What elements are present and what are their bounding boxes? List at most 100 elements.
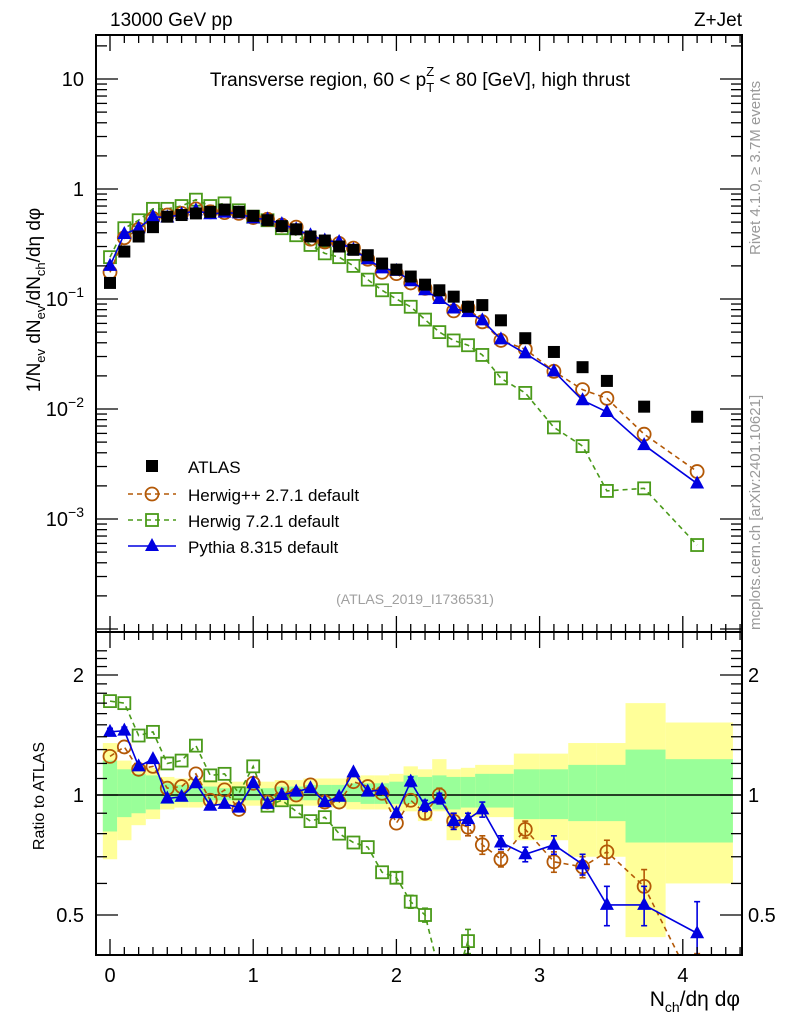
data-point-atlas <box>638 400 651 413</box>
data-point-atlas <box>189 207 202 220</box>
data-point-atlas <box>476 299 489 312</box>
data-point-atlas <box>419 278 432 291</box>
legend-label-pythia-8-315-default: Pythia 8.315 default <box>188 538 339 557</box>
band-inner <box>145 775 161 810</box>
ratio-point-herwig-7-2-1-default <box>303 814 318 829</box>
ratio-point-pythia-8-315-default <box>160 790 175 804</box>
data-point-herwig-7-2-1-default <box>317 246 332 261</box>
ratio-point-herwig-7-2-1-default <box>203 768 218 783</box>
ratio-point-herwig-7-2-1-default <box>389 870 404 885</box>
ratio-point-pythia-8-315-default <box>461 811 475 825</box>
title-sub: T <box>426 80 434 95</box>
data-point-herwig-7-2-1-default <box>432 325 447 340</box>
data-point-herwig-7-2-1-default <box>346 258 361 273</box>
data-point-atlas <box>175 209 188 222</box>
series-line-herwig-2-7-1-default <box>109 208 698 473</box>
title-post: < 80 [GeV], high thrust <box>434 70 631 91</box>
band-inner <box>231 788 247 801</box>
data-point-herwig-7-2-1-default <box>418 312 432 327</box>
plot-title: Transverse region, 60 < pTZ < 80 [GeV], … <box>210 64 631 95</box>
y-tick-label: 10 <box>62 69 84 91</box>
data-point-herwig-7-2-1-default <box>461 338 475 353</box>
data-point-atlas <box>404 270 417 283</box>
data-point-atlas <box>447 290 460 303</box>
data-point-atlas <box>232 205 245 218</box>
data-point-herwig-7-2-1-default <box>575 439 590 453</box>
data-point-pythia-8-315-default <box>145 208 160 222</box>
band-inner <box>513 769 540 820</box>
data-point-atlas <box>576 361 589 374</box>
data-point-herwig-7-2-1-default <box>547 420 561 435</box>
ratio-point-pythia-8-315-default <box>446 813 461 827</box>
ylabel-sub-ch: ch <box>33 262 48 276</box>
data-point-pythia-8-315-default <box>103 257 117 271</box>
rivet-label: Rivet 4.1.0, ≥ 3.7M events <box>747 81 764 255</box>
data-point-atlas <box>547 345 560 358</box>
data-point-atlas <box>104 276 116 289</box>
ratio-point-pythia-8-315-default <box>546 836 561 850</box>
band-inner <box>389 781 404 804</box>
x-axis-label: Nch/dη dφ <box>650 988 740 1015</box>
data-point-atlas <box>600 374 613 387</box>
title-sup: Z <box>426 64 434 79</box>
band-inner <box>102 760 118 832</box>
ratio-plot-frame <box>95 631 743 956</box>
ratio-y-tick-label-right: 0.5 <box>748 905 776 927</box>
ratio-point-herwig-7-2-1-default <box>433 966 445 978</box>
ratio-point-pythia-8-315-default <box>260 795 275 809</box>
ratio-point-herwig-7-2-1-default <box>160 756 175 771</box>
data-point-herwig-7-2-1-default <box>403 299 418 314</box>
x-tick-label: 0 <box>104 965 115 987</box>
data-point-herwig-7-2-1-default <box>332 250 347 265</box>
ylabel-part: /dη dφ <box>24 208 45 263</box>
ratio-point-pythia-8-315-default <box>103 723 117 737</box>
data-point-pythia-8-315-default <box>432 291 447 304</box>
main-series-group <box>102 192 705 552</box>
data-point-pythia-8-315-default <box>518 345 533 359</box>
data-point-pythia-8-315-default <box>690 475 705 489</box>
legend-marker-herwig-7-2-1-default <box>145 513 159 527</box>
ratio-point-pythia-8-315-default <box>518 846 533 860</box>
band-inner <box>475 773 490 808</box>
ylabel-sub-ev: ev <box>33 305 48 319</box>
data-point-herwig-7-2-1-default <box>518 386 533 400</box>
ratio-point-herwig-7-2-1-default <box>317 810 332 825</box>
data-point-pythia-8-315-default <box>575 392 590 406</box>
data-point-pythia-8-315-default <box>637 437 652 451</box>
ratio-y-tick-label: 0.5 <box>56 905 84 927</box>
ratio-point-pythia-8-315-default <box>432 790 447 804</box>
ratio-point-herwig-2-7-1-default <box>388 815 404 831</box>
ratio-point-herwig-7-2-1-default <box>360 840 375 855</box>
legend-marker-herwig-2-7-1-default <box>144 486 160 502</box>
ratio-point-pythia-8-315-default <box>203 797 218 811</box>
data-point-atlas <box>691 410 704 423</box>
ratio-point-herwig-2-7-1-default <box>517 821 533 837</box>
legend-label-herwig-7-2-1-default: Herwig 7.2.1 default <box>188 512 339 531</box>
ratio-y-label: Ratio to ATLAS <box>31 742 48 850</box>
ratio-line-herwig-2-7-1-default <box>109 745 680 955</box>
ratio-y-tick-label-right: 1 <box>748 785 759 807</box>
ratio-point-herwig-7-2-1-default <box>174 753 189 768</box>
ratio-point-pythia-8-315-default <box>403 773 418 787</box>
data-point-atlas <box>132 230 145 243</box>
y-tick-label: 10−3 <box>46 504 84 531</box>
data-point-herwig-7-2-1-default <box>375 283 389 298</box>
ratio-point-herwig-2-7-1-default <box>102 748 118 764</box>
ratio-y-tick-label: 2 <box>73 665 84 687</box>
data-point-atlas <box>318 234 331 247</box>
data-point-atlas <box>247 209 260 222</box>
xlabel-sub: ch <box>665 999 680 1015</box>
ratio-point-herwig-7-2-1-default <box>189 738 203 753</box>
ratio-point-pythia-8-315-default <box>599 896 614 910</box>
ratio-point-pythia-8-315-default <box>637 896 652 910</box>
band-inner <box>446 776 461 810</box>
ratio-point-pythia-8-315-default <box>131 758 146 772</box>
series-line-herwig-7-2-1-default <box>109 198 698 546</box>
data-point-herwig-7-2-1-default <box>446 333 461 348</box>
ratio-point-herwig-7-2-1-default <box>289 804 304 819</box>
ratio-point-herwig-7-2-1-default <box>103 694 117 709</box>
ylabel-part: /dN <box>24 276 45 306</box>
ratio-y-tick-label: 1 <box>73 785 84 807</box>
ratio-point-herwig-2-7-1-default <box>599 844 615 860</box>
